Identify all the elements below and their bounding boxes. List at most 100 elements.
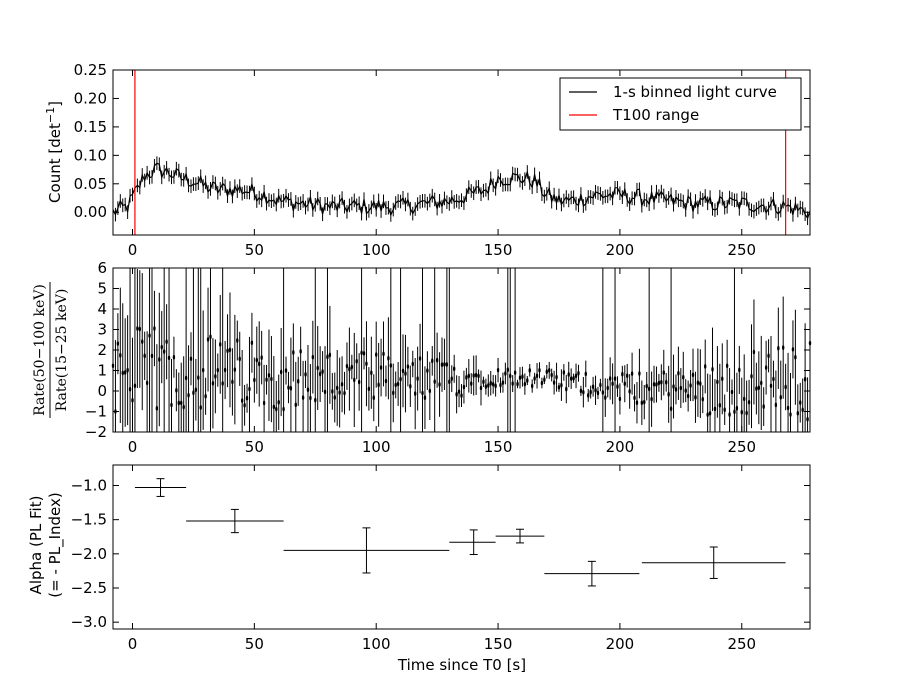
hardness-point [596, 390, 600, 396]
hardness-point [450, 376, 453, 382]
hardness-point [552, 380, 556, 386]
hardness-point [311, 354, 315, 360]
hardness-point [494, 383, 497, 389]
hardness-point [718, 402, 722, 408]
hardness-point [491, 381, 495, 387]
hardness-point [574, 373, 578, 379]
hardness-point [555, 374, 558, 380]
hardness-point [633, 395, 636, 401]
hardness-point [640, 400, 644, 406]
hardness-point [655, 382, 658, 387]
hardness-point [394, 382, 397, 388]
hardness-point [409, 383, 412, 389]
hardness-point [231, 379, 234, 385]
hardness-point [431, 358, 434, 364]
hardness-point [413, 391, 417, 397]
hardness-point [243, 402, 246, 408]
y-tick-label: 6 [97, 259, 107, 277]
hardness-point [611, 381, 614, 387]
hardness-point [170, 402, 173, 408]
hardness-point [755, 386, 758, 391]
x-tick-label: 100 [362, 241, 391, 259]
hardness-point [530, 383, 534, 389]
x-tick-label: 200 [606, 438, 635, 456]
hardness-point [387, 355, 390, 361]
hardness-point [650, 396, 653, 402]
hardness-point [662, 370, 665, 376]
hardness-point [679, 385, 683, 391]
hardness-point [701, 396, 704, 402]
hardness-point [674, 387, 678, 392]
x-tick-label: 0 [128, 635, 138, 653]
hardness-point [404, 371, 407, 377]
hardness-point [326, 354, 329, 360]
hardness-point [587, 393, 590, 398]
hardness-point [258, 361, 261, 367]
y-tick-label: 5 [97, 280, 107, 298]
y-tick-label: −2.0 [71, 545, 107, 563]
hardness-point [513, 370, 517, 376]
hardness-point [228, 347, 232, 353]
hardness-ratio-series [111, 268, 812, 432]
hardness-point [248, 386, 251, 392]
hardness-point [304, 371, 307, 377]
hardness-point [677, 370, 680, 376]
hardness-point [601, 390, 605, 395]
hardness-point [418, 356, 422, 361]
hardness-point [477, 373, 480, 379]
hardness-point [426, 368, 429, 373]
hardness-point [214, 373, 217, 379]
hardness-point [294, 402, 297, 408]
hardness-point [784, 384, 787, 390]
hardness-point [265, 377, 268, 383]
hardness-point [275, 406, 278, 412]
hardness-point [487, 383, 490, 388]
hardness-point [528, 367, 531, 373]
hardness-point [423, 395, 427, 401]
hardness-point [781, 345, 785, 351]
legend-label-light-curve: 1-s binned light curve [613, 83, 777, 101]
hardness-point [377, 382, 380, 388]
hardness-point [752, 349, 756, 355]
x-tick-label: 250 [727, 241, 756, 259]
hardness-point [686, 393, 690, 399]
hardness-point [721, 376, 724, 382]
hardness-point [209, 334, 212, 340]
hardness-point [730, 389, 734, 395]
hardness-point [365, 361, 368, 367]
hardness-point [728, 412, 731, 417]
hardness-point [608, 376, 612, 381]
hardness-point [194, 387, 198, 393]
hardness-point [538, 367, 541, 373]
hardness-point [540, 380, 544, 386]
hardness-point [465, 375, 468, 380]
light-curve-line [112, 162, 811, 220]
hardness-point [153, 326, 156, 331]
hardness-point [457, 389, 461, 395]
hardness-point [389, 363, 393, 368]
hardness-point [323, 389, 327, 395]
hardness-point [131, 397, 134, 403]
ratio-numerator: Rate(50−100 keV) [32, 284, 48, 416]
x-tick-label: 100 [362, 438, 391, 456]
hardness-point [141, 339, 144, 345]
hardness-point [328, 352, 332, 358]
hardness-point [360, 350, 363, 356]
hardness-point [760, 380, 763, 386]
legend: 1-s binned light curve T100 range [559, 77, 802, 131]
hardness-point [379, 365, 383, 370]
hardness-point [779, 394, 782, 400]
hardness-point [569, 376, 573, 382]
hardness-point [119, 352, 122, 358]
hardness-point [314, 397, 317, 403]
hardness-point [579, 388, 583, 394]
y-tick-label: 0 [97, 382, 107, 400]
hardness-point [723, 407, 726, 413]
hardness-point [370, 370, 373, 376]
hardness-point [647, 386, 651, 392]
hardness-point [226, 348, 229, 354]
hardness-point [533, 376, 536, 381]
hardness-point [340, 381, 344, 387]
hardness-point [630, 371, 634, 377]
x-tick-label: 250 [727, 438, 756, 456]
